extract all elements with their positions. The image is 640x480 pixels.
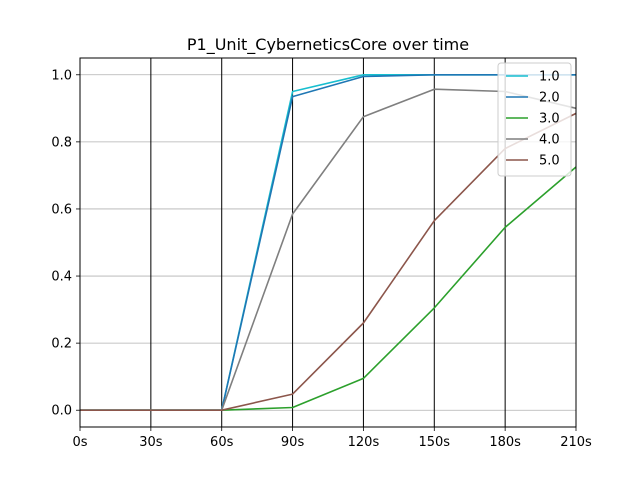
x-tick-label: 0s: [72, 435, 87, 450]
legend-box: [497, 62, 572, 177]
legend-label: 4.0: [539, 133, 560, 148]
y-tick-label: 0.6: [51, 202, 72, 217]
x-tick-label: 30s: [139, 435, 163, 450]
x-tick-label: 180s: [489, 435, 521, 450]
y-tick-label: 0.8: [51, 135, 72, 150]
y-tick-label: 0.4: [51, 270, 72, 285]
plot-frame: [79, 57, 577, 428]
y-tick-label: 0.0: [51, 404, 72, 419]
x-tick-label: 150s: [418, 435, 450, 450]
legend-label: 1.0: [539, 70, 560, 85]
series-lines: [80, 74, 577, 412]
y-tick-label: 1.0: [51, 68, 72, 83]
legend-label: 3.0: [539, 112, 560, 127]
legend: 1.0 2.0 3.0 4.0 5.0: [497, 62, 572, 177]
axes: 0.0 0.2 0.4 0.6 0.8 1.0 0s 30s 60s 90s 120s 150s 180…: [51, 68, 592, 450]
series-line-3-0: [80, 166, 577, 412]
y-tick-label: 0.2: [51, 337, 72, 352]
legend-label: 5.0: [539, 154, 560, 169]
series-line-5-0: [80, 112, 577, 412]
x-tick-label: 120s: [348, 435, 380, 450]
x-tick-label: 210s: [560, 435, 592, 450]
x-tick-label: 90s: [281, 435, 305, 450]
x-tick-label: 60s: [210, 435, 234, 450]
chart-title: P1_Unit_CyberneticsCore over time: [187, 35, 469, 55]
legend-label: 2.0: [539, 91, 560, 106]
